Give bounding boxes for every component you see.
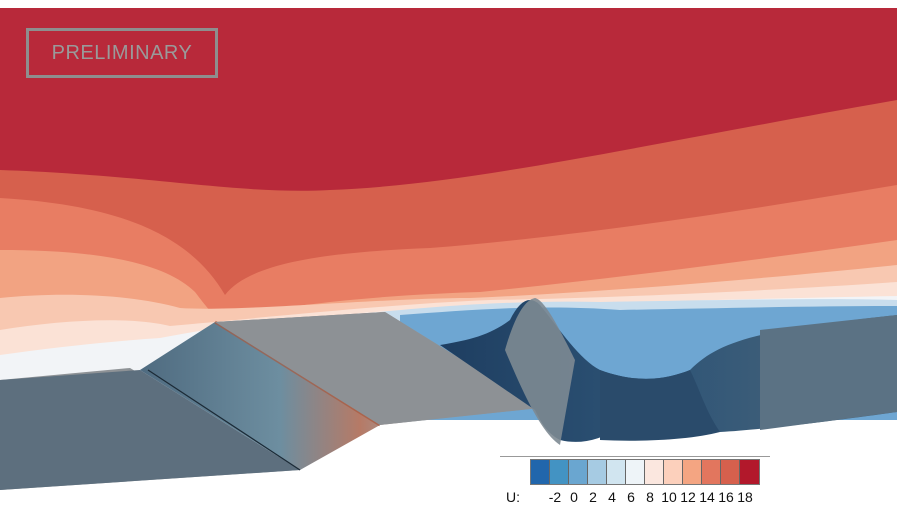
legend-swatch bbox=[550, 460, 569, 484]
legend-swatch bbox=[569, 460, 588, 484]
ramp-edge-line bbox=[147, 369, 301, 471]
legend-tick: 12 bbox=[680, 489, 696, 505]
legend-swatch bbox=[683, 460, 702, 484]
legend-tick: -2 bbox=[548, 489, 562, 505]
legend-swatch bbox=[664, 460, 683, 484]
preliminary-text: PRELIMINARY bbox=[51, 41, 193, 64]
legend-swatch bbox=[588, 460, 607, 484]
legend-tick: 14 bbox=[699, 489, 715, 505]
legend-tick: 4 bbox=[608, 489, 616, 505]
legend-tick: 18 bbox=[737, 489, 753, 505]
legend-title: U: bbox=[506, 489, 520, 505]
legend-tick: 8 bbox=[646, 489, 654, 505]
left-slab-front bbox=[0, 370, 300, 490]
plateau-surface bbox=[215, 312, 540, 425]
wave-crest-front bbox=[505, 298, 575, 445]
legend-tick: 2 bbox=[589, 489, 597, 505]
legend-swatch bbox=[645, 460, 664, 484]
legend-tick: 6 bbox=[627, 489, 635, 505]
legend-divider bbox=[500, 456, 770, 457]
color-legend: U: -2 0 2 4 6 8 10 12 14 16 18 bbox=[500, 456, 772, 512]
legend-tick: 16 bbox=[718, 489, 734, 505]
legend-swatch bbox=[626, 460, 645, 484]
legend-colorbar bbox=[530, 459, 760, 485]
preliminary-stamp: PRELIMINARY bbox=[26, 28, 218, 78]
legend-swatch bbox=[607, 460, 626, 484]
legend-swatch bbox=[740, 460, 759, 484]
legend-swatch bbox=[721, 460, 740, 484]
legend-tick: 0 bbox=[570, 489, 578, 505]
legend-swatch bbox=[531, 460, 550, 484]
wave-trough bbox=[600, 370, 720, 441]
far-right-slab bbox=[760, 315, 897, 430]
legend-swatch bbox=[702, 460, 721, 484]
legend-tick: 10 bbox=[661, 489, 677, 505]
